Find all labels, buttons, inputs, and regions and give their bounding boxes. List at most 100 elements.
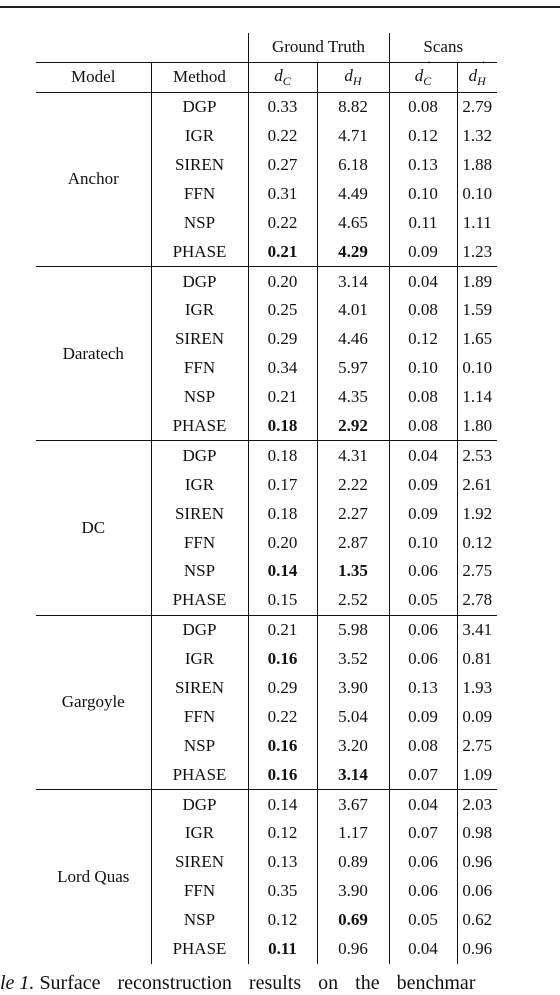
model-cell: Lord Quas: [36, 789, 151, 964]
value-cell-gt-dc: 0.15: [247, 585, 317, 616]
value-cell-sc-dc: 0.10: [388, 353, 457, 383]
value-cell-gt-dh: 5.04: [316, 702, 389, 732]
value-cell-sc-dh: 0.98: [456, 819, 498, 848]
method-cell: SIREN: [150, 499, 248, 529]
value-cell-gt-dc: 0.29: [247, 324, 317, 354]
value-cell-gt-dc: 0.21: [247, 614, 317, 645]
value-cell-gt-dc: 0.33: [247, 92, 317, 122]
method-cell: IGR: [150, 470, 248, 500]
header-row-groups: Ground Truth Scans: [36, 33, 498, 63]
value-cell-gt-dc: 0.21: [247, 382, 317, 412]
value-cell-gt-dh: 2.22: [316, 470, 389, 500]
header-row-columns: Model Method dC dH d → C d → H: [36, 55, 498, 93]
table-row: SIREN 0.29 4.46 0.12 1.65: [36, 324, 498, 354]
method-cell: DGP: [150, 440, 248, 471]
value-cell-gt-dc: 0.16: [247, 731, 317, 761]
value-cell-sc-dc: 0.05: [388, 905, 457, 935]
value-cell-gt-dh: 4.49: [316, 179, 389, 209]
table-row: PHASE 0.18 2.92 0.08 1.80: [36, 411, 498, 441]
table-row: NSP 0.16 3.20 0.08 2.75: [36, 731, 498, 761]
value-cell-sc-dc: 0.08: [388, 731, 457, 761]
table-row: FFN 0.20 2.87 0.10 0.12: [36, 528, 498, 558]
value-cell-gt-dc: 0.17: [247, 470, 317, 500]
header-model: Model: [36, 61, 151, 93]
method-cell: NSP: [150, 905, 248, 935]
value-cell-gt-dc: 0.35: [247, 876, 317, 906]
method-cell: DGP: [150, 614, 248, 645]
value-cell-gt-dc: 0.13: [247, 847, 317, 877]
method-cell: DGP: [150, 92, 248, 122]
method-cell: PHASE: [150, 934, 248, 964]
method-cell: PHASE: [150, 585, 248, 616]
table-row: IGR 0.12 1.17 0.07 0.98: [36, 819, 498, 848]
table-row: IGR 0.22 4.71 0.12 1.32: [36, 121, 498, 151]
value-cell-sc-dh: 2.79: [456, 92, 498, 122]
value-cell-gt-dc: 0.22: [247, 121, 317, 151]
value-cell-sc-dh: 2.53: [456, 440, 498, 471]
value-cell-gt-dh: 2.87: [316, 528, 389, 558]
value-cell-sc-dc: 0.07: [388, 819, 457, 848]
value-cell-sc-dh: 0.62: [456, 905, 498, 935]
method-cell: FFN: [150, 353, 248, 383]
value-cell-gt-dh: 3.90: [316, 876, 389, 906]
value-cell-sc-dh: 3.41: [456, 614, 498, 645]
value-cell-gt-dc: 0.14: [247, 789, 317, 820]
method-cell: FFN: [150, 876, 248, 906]
method-cell: SIREN: [150, 673, 248, 703]
value-cell-sc-dc: 0.13: [388, 673, 457, 703]
table-row: IGR 0.17 2.22 0.09 2.61: [36, 470, 498, 500]
table-row: SIREN 0.18 2.27 0.09 1.92: [36, 499, 498, 529]
value-cell-gt-dc: 0.29: [247, 673, 317, 703]
method-cell: NSP: [150, 731, 248, 761]
method-cell: SIREN: [150, 324, 248, 354]
value-cell-gt-dh: 3.14: [316, 266, 389, 297]
method-cell: PHASE: [150, 411, 248, 441]
value-cell-sc-dh: 0.10: [456, 179, 498, 209]
table-row: FFN 0.34 5.97 0.10 0.10: [36, 353, 498, 383]
value-cell-gt-dh: 4.65: [316, 208, 389, 238]
value-cell-sc-dh: 2.78: [456, 585, 498, 616]
value-cell-gt-dc: 0.21: [247, 237, 317, 267]
value-cell-sc-dc: 0.06: [388, 614, 457, 645]
table-row: PHASE 0.21 4.29 0.09 1.23: [36, 237, 498, 267]
table-row: FFN 0.22 5.04 0.09 0.09: [36, 702, 498, 732]
value-cell-gt-dh: 4.46: [316, 324, 389, 354]
value-cell-gt-dc: 0.20: [247, 266, 317, 297]
value-cell-gt-dh: 8.82: [316, 92, 389, 122]
value-cell-sc-dh: 0.06: [456, 876, 498, 906]
value-cell-sc-dc: 0.09: [388, 702, 457, 732]
value-cell-gt-dc: 0.20: [247, 528, 317, 558]
value-cell-gt-dh: 4.29: [316, 237, 389, 267]
value-cell-gt-dh: 3.52: [316, 644, 389, 674]
value-cell-sc-dh: 1.23: [456, 237, 498, 267]
table-row: FFN 0.31 4.49 0.10 0.10: [36, 179, 498, 209]
method-cell: IGR: [150, 296, 248, 325]
value-cell-sc-dc: 0.10: [388, 179, 457, 209]
model-cell: Anchor: [67, 169, 119, 189]
caption-text: Surface reconstruction results on the be…: [39, 972, 476, 994]
results-table: Ground Truth Scans Model Method dC dH d →…: [36, 33, 498, 964]
value-cell-sc-dh: 1.88: [456, 150, 498, 180]
value-cell-gt-dh: 0.69: [316, 905, 389, 935]
value-cell-sc-dh: 0.96: [456, 934, 498, 964]
table-row: IGR 0.16 3.52 0.06 0.81: [36, 644, 498, 674]
value-cell-sc-dc: 0.08: [388, 92, 457, 122]
value-cell-sc-dh: 1.89: [456, 266, 498, 297]
table-row: PHASE 0.11 0.96 0.04 0.96: [36, 934, 498, 964]
value-cell-sc-dc: 0.09: [388, 470, 457, 500]
value-cell-gt-dc: 0.18: [247, 499, 317, 529]
value-cell-gt-dh: 4.01: [316, 296, 389, 325]
value-cell-sc-dh: 1.80: [456, 411, 498, 441]
value-cell-gt-dh: 3.90: [316, 673, 389, 703]
method-cell: SIREN: [150, 847, 248, 877]
header-scan-dh: d → H: [456, 55, 498, 93]
value-cell-gt-dh: 0.96: [316, 934, 389, 964]
header-scan-dc: d → C: [388, 55, 457, 93]
value-cell-gt-dh: 4.31: [316, 440, 389, 471]
value-cell-gt-dh: 4.71: [316, 121, 389, 151]
value-cell-sc-dh: 0.09: [456, 702, 498, 732]
model-cell: Daratech: [36, 266, 151, 441]
value-cell-sc-dh: 1.93: [456, 673, 498, 703]
value-cell-sc-dc: 0.05: [388, 585, 457, 616]
method-cell: NSP: [150, 557, 248, 586]
